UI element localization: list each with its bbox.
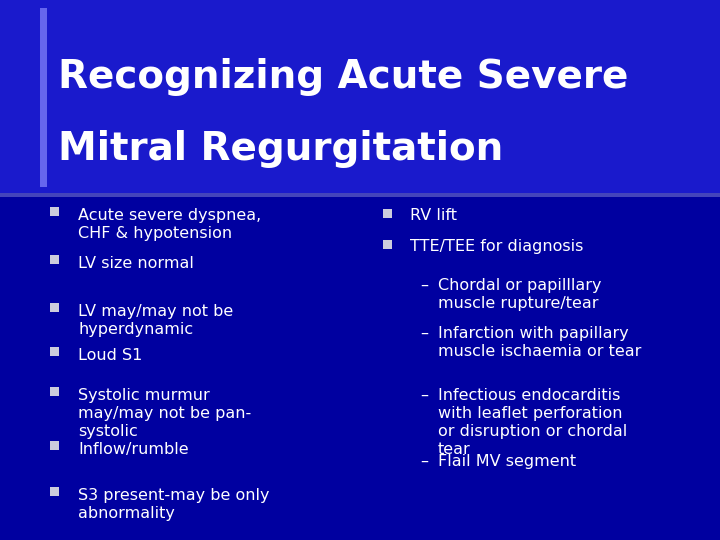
Text: Flail MV segment: Flail MV segment	[438, 454, 576, 469]
Text: LV may/may not be
hyperdynamic: LV may/may not be hyperdynamic	[78, 304, 233, 337]
Text: Recognizing Acute Severe: Recognizing Acute Severe	[58, 58, 629, 96]
Text: Loud S1: Loud S1	[78, 348, 143, 363]
Bar	[50, 255, 59, 264]
Text: RV lift: RV lift	[410, 208, 457, 223]
Bar	[50, 441, 59, 450]
Bar	[50, 487, 59, 496]
Text: Acute severe dyspnea,
CHF & hypotension: Acute severe dyspnea, CHF & hypotension	[78, 208, 261, 241]
Bar	[50, 207, 59, 216]
Text: Chordal or papilllary
muscle rupture/tear: Chordal or papilllary muscle rupture/tea…	[438, 278, 601, 311]
Text: –: –	[420, 278, 428, 293]
Bar	[0, 193, 720, 197]
Text: S3 present-may be only
abnormality: S3 present-may be only abnormality	[78, 488, 269, 521]
Bar	[50, 387, 59, 396]
Bar	[50, 347, 59, 356]
Bar	[383, 240, 392, 249]
Bar	[50, 303, 59, 312]
Text: Infarction with papillary
muscle ischaemia or tear: Infarction with papillary muscle ischaem…	[438, 326, 642, 359]
Text: Inflow/rumble: Inflow/rumble	[78, 442, 189, 457]
Text: Infectious endocarditis
with leaflet perforation
or disruption or chordal
tear: Infectious endocarditis with leaflet per…	[438, 388, 627, 457]
Text: LV size normal: LV size normal	[78, 256, 194, 271]
Text: –: –	[420, 454, 428, 469]
Text: –: –	[420, 326, 428, 341]
Text: –: –	[420, 388, 428, 403]
Text: Systolic murmur
may/may not be pan-
systolic: Systolic murmur may/may not be pan- syst…	[78, 388, 251, 439]
Text: Mitral Regurgitation: Mitral Regurgitation	[58, 130, 503, 168]
Text: TTE/TEE for diagnosis: TTE/TEE for diagnosis	[410, 239, 583, 254]
Bar	[383, 209, 392, 218]
Bar	[40, 8, 47, 187]
Bar	[0, 0, 720, 195]
